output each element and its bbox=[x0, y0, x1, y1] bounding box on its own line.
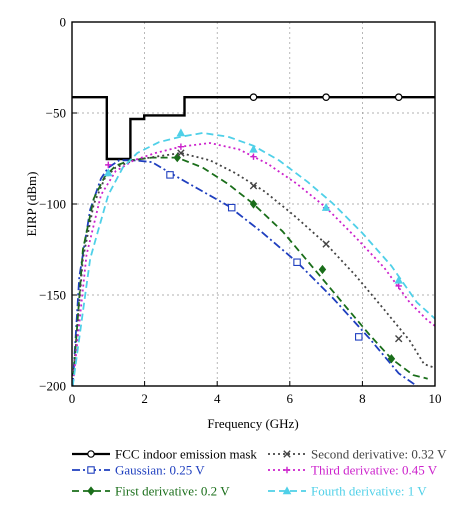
y-axis-label: EIRP (dBm) bbox=[24, 172, 39, 237]
series-1-marker bbox=[355, 333, 363, 341]
legend-swatch-marker bbox=[87, 450, 95, 458]
legend-swatch-marker bbox=[282, 486, 292, 495]
x-tick-label: 6 bbox=[287, 391, 294, 406]
series-line-3 bbox=[72, 152, 435, 386]
series-1-marker bbox=[166, 171, 174, 179]
legend-label: Third derivative: 0.45 V bbox=[311, 463, 438, 478]
legend-swatch-marker bbox=[87, 466, 95, 474]
legend-label: Fourth derivative: 1 V bbox=[311, 484, 427, 499]
series-0-marker bbox=[249, 93, 258, 101]
series-3-marker bbox=[177, 149, 185, 157]
legend-swatch-marker bbox=[87, 486, 95, 496]
x-tick-label: 4 bbox=[214, 391, 221, 406]
series-5-marker bbox=[104, 168, 113, 177]
series-5-marker bbox=[321, 203, 331, 211]
series-1-marker bbox=[227, 203, 236, 212]
y-tick-label: 0 bbox=[60, 15, 67, 30]
series-layer bbox=[72, 95, 435, 386]
series-3-marker bbox=[395, 334, 403, 343]
series-3-marker bbox=[249, 182, 258, 190]
x-tick-label: 0 bbox=[69, 391, 76, 406]
legend-label: Gaussian: 0.25 V bbox=[115, 463, 205, 478]
series-line-5 bbox=[72, 132, 435, 386]
series-1-marker bbox=[293, 258, 301, 266]
legend-swatch-marker bbox=[283, 450, 291, 458]
tick-layer: 0 2 4 6 8 10 0 −50 −100 −150 −200 bbox=[39, 15, 441, 407]
legend-label: Second derivative: 0.32 V bbox=[311, 447, 447, 462]
x-tick-label: 10 bbox=[429, 391, 442, 406]
y-tick-label: −50 bbox=[46, 106, 66, 121]
legend-swatch-marker bbox=[283, 466, 291, 474]
series-4-marker bbox=[105, 161, 112, 169]
series-4-marker bbox=[395, 282, 402, 290]
x-axis-label: Frequency (GHz) bbox=[207, 416, 298, 431]
series-0-marker bbox=[394, 93, 403, 101]
series-line-2 bbox=[72, 156, 428, 386]
series-line-4 bbox=[72, 142, 435, 386]
y-tick-label: −100 bbox=[39, 197, 66, 212]
x-tick-label: 2 bbox=[141, 391, 148, 406]
series-0-marker bbox=[322, 93, 330, 101]
series-3-marker bbox=[322, 240, 330, 248]
series-2-marker bbox=[387, 354, 396, 364]
y-tick-label: −150 bbox=[39, 288, 66, 303]
marker-layer bbox=[104, 93, 403, 364]
y-tick-label: −200 bbox=[39, 379, 66, 394]
legend-label: FCC indoor emission mask bbox=[115, 447, 257, 462]
series-2-marker bbox=[249, 199, 258, 209]
series-line-1 bbox=[72, 159, 418, 386]
series-5-marker bbox=[394, 275, 403, 284]
series-4-marker bbox=[250, 153, 257, 160]
series-2-marker bbox=[318, 264, 327, 275]
x-tick-label: 8 bbox=[359, 391, 366, 406]
series-4-marker bbox=[177, 143, 185, 150]
series-5-marker bbox=[249, 144, 258, 153]
legend-label: First derivative: 0.2 V bbox=[115, 484, 230, 499]
series-5-marker bbox=[176, 128, 186, 137]
